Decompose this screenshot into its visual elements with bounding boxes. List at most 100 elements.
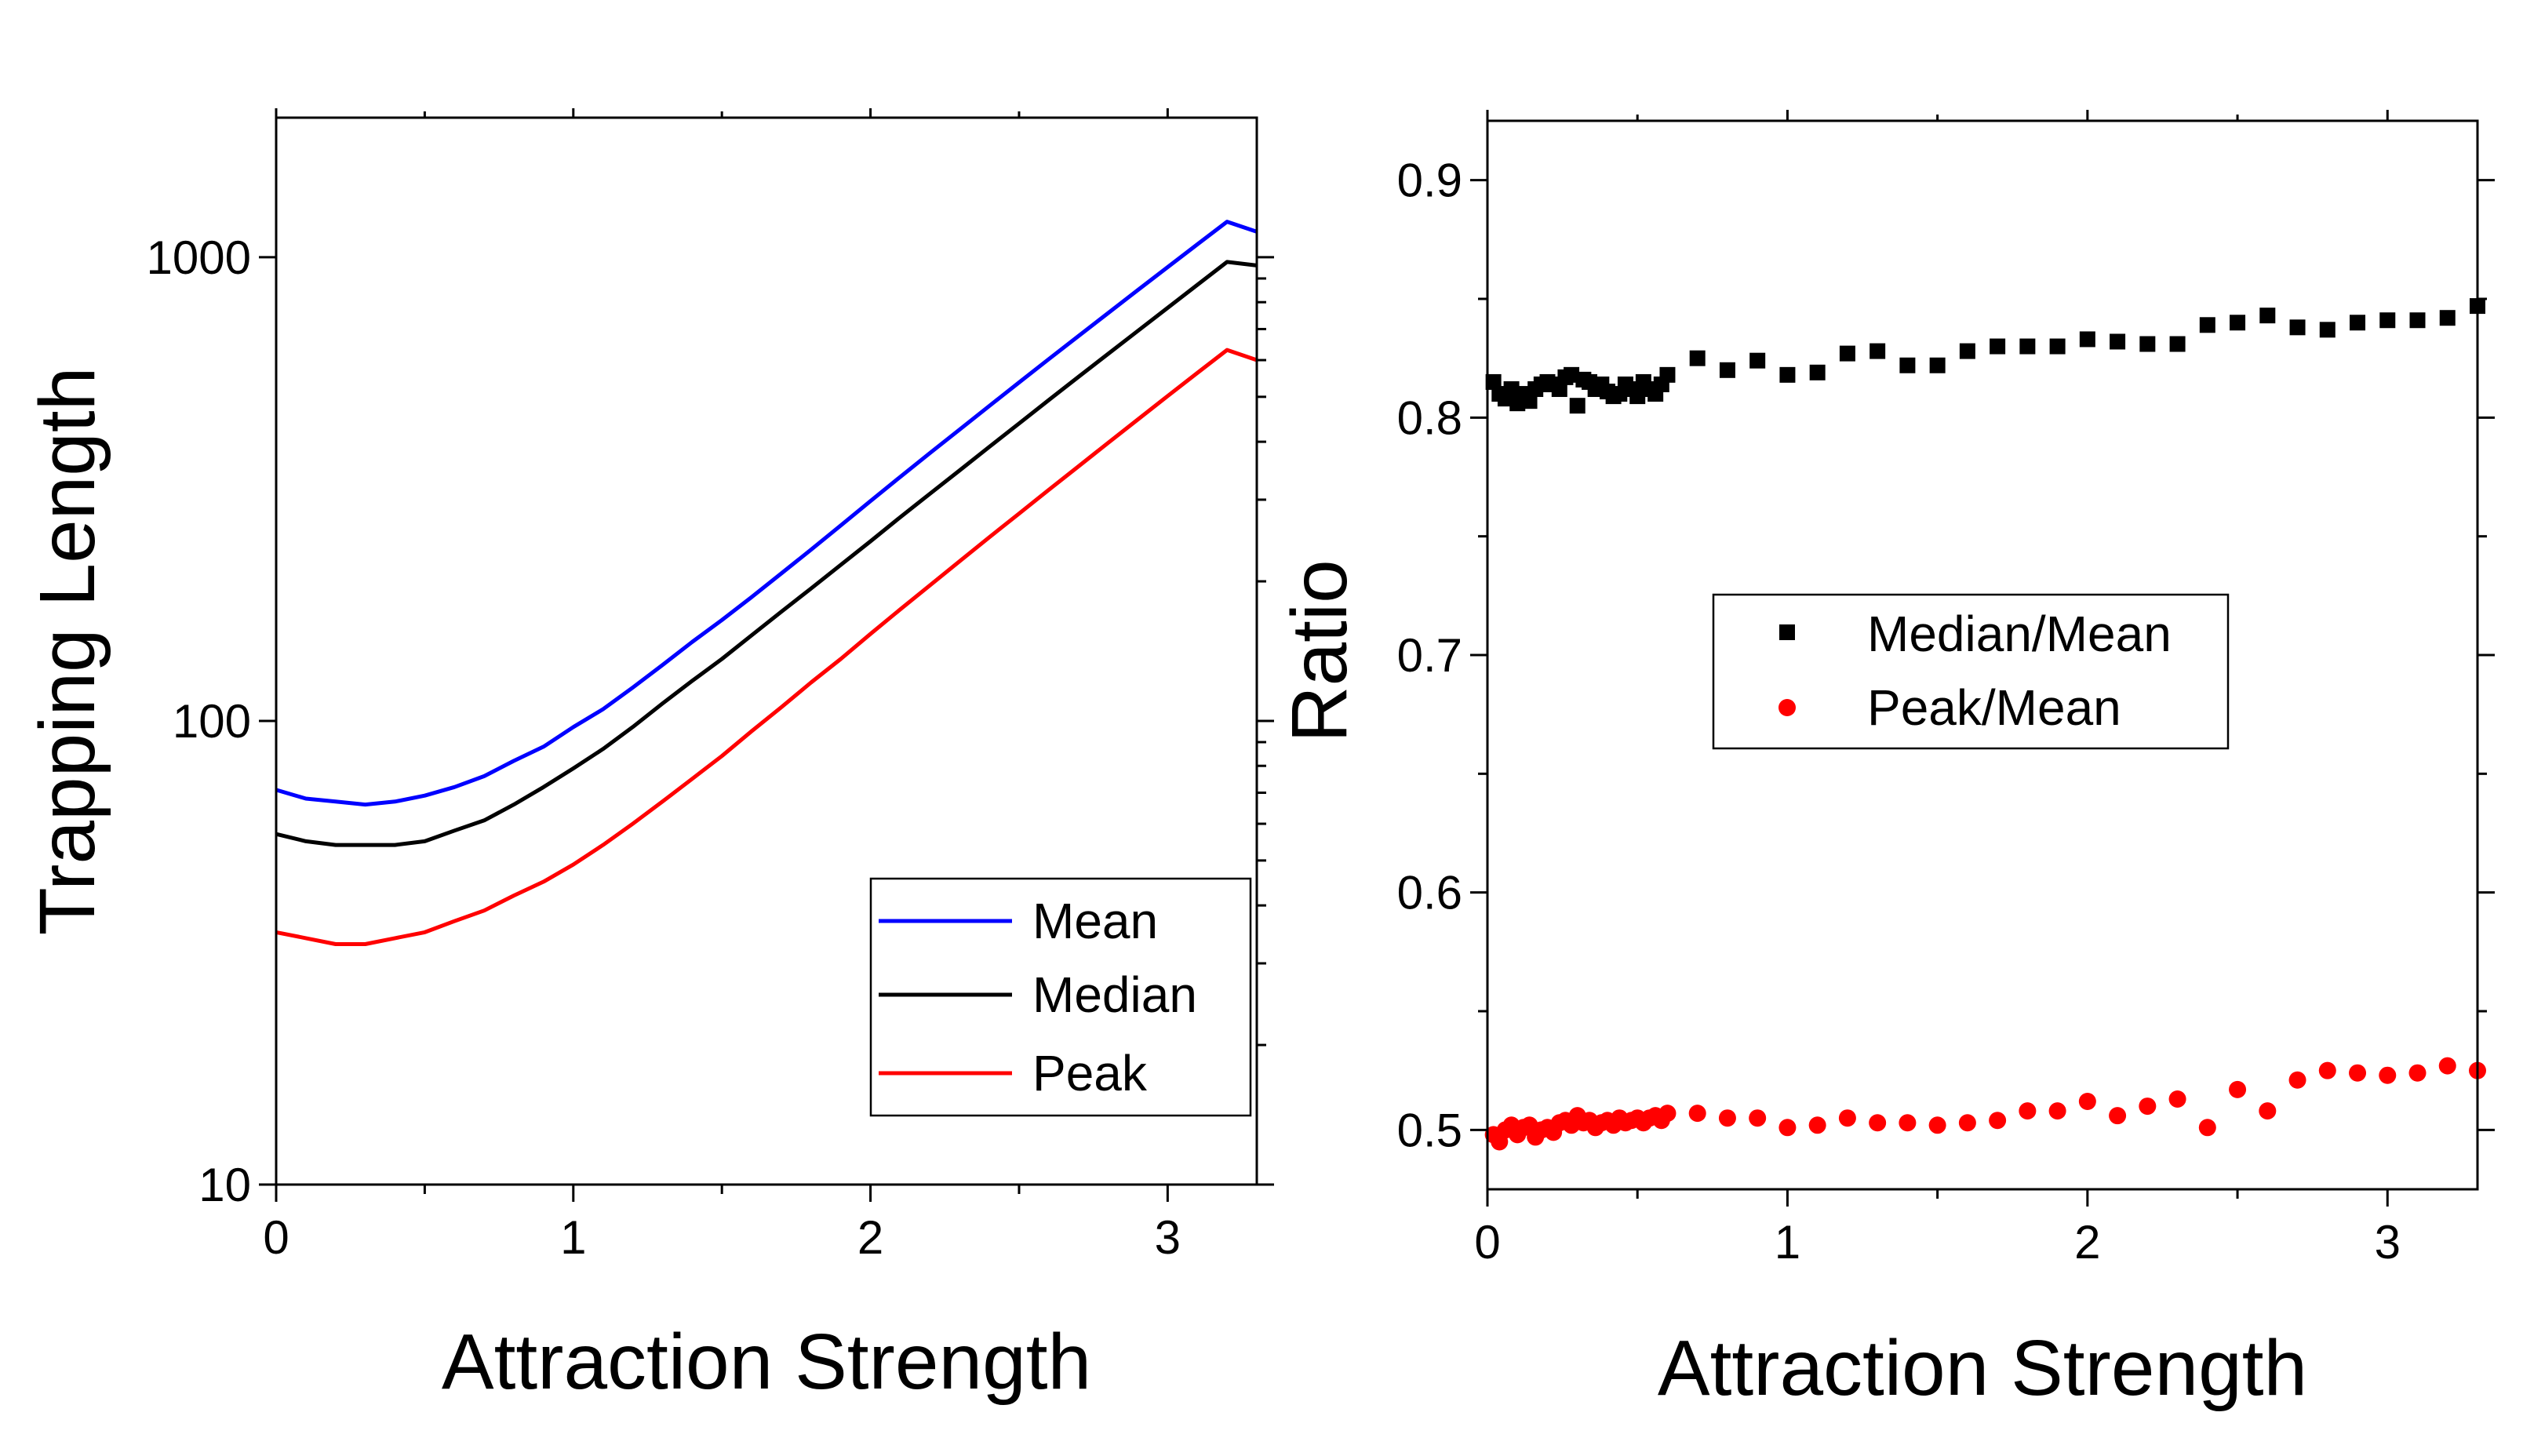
data-point [2349, 1064, 2367, 1082]
legend-box [869, 877, 1252, 1117]
legend-label-peak-mean: Peak/Mean [1867, 679, 2121, 736]
data-point [2438, 1057, 2456, 1075]
data-point [1778, 1119, 1797, 1137]
legend: Mean Median Peak [869, 877, 1252, 1117]
legend-label-mean: Mean [1032, 893, 1158, 949]
data-point [1503, 381, 1520, 398]
data-point [2379, 1066, 2397, 1084]
x-axis-title: Attraction Strength [442, 1318, 1091, 1406]
y-axis-title: Ratio [1276, 559, 1363, 742]
data-point [1808, 1116, 1826, 1134]
legend-marker-median-mean [1779, 624, 1795, 640]
data-point [1928, 1116, 1946, 1134]
data-point [2079, 331, 2095, 348]
ratio-series [1484, 298, 2486, 1151]
data-point [2229, 1080, 2247, 1098]
data-point [2109, 1107, 2127, 1125]
axis-ticks [259, 108, 1274, 1202]
data-point [1779, 366, 1796, 383]
data-point [2199, 317, 2215, 333]
axis-ticks [1470, 110, 2495, 1207]
y-tick-label: 0.6 [1397, 867, 1462, 919]
data-point [2230, 315, 2246, 331]
x-tick-label: 3 [2375, 1216, 2401, 1269]
x-tick-label: 2 [2074, 1216, 2100, 1269]
data-point [2049, 338, 2066, 355]
data-point [2048, 1102, 2066, 1120]
data-point [2019, 1102, 2037, 1120]
x-tick-label: 2 [857, 1211, 883, 1264]
data-point [1869, 1114, 1887, 1132]
data-point [1958, 1114, 1976, 1132]
series-peak-mean [1484, 1057, 2486, 1151]
data-point [1521, 393, 1538, 410]
x-axis-title: Attraction Strength [1658, 1324, 2307, 1412]
data-point [2139, 1097, 2157, 1116]
series-median-mean [1485, 298, 2485, 414]
data-point [2110, 333, 2126, 350]
data-point [1839, 345, 1855, 362]
legend: Median/Mean Peak/Mean [1712, 593, 2230, 750]
y-tick-label: 0.8 [1397, 391, 1462, 444]
ratio-chart: 0 1 2 3 0.5 0.6 0.7 0.8 0.9 Attraction Strength… [1276, 110, 2495, 1412]
data-point [2259, 1102, 2277, 1120]
series-line-median [275, 260, 1258, 847]
data-point [1809, 364, 1826, 380]
data-point [2409, 312, 2426, 329]
data-point [2319, 322, 2336, 338]
data-point [2379, 312, 2396, 329]
y-tick-label: 1000 [147, 231, 251, 284]
data-point [1838, 1109, 1856, 1127]
data-point [2288, 1071, 2306, 1089]
legend-label-median-mean: Median/Mean [1867, 606, 2172, 662]
data-point [1899, 1114, 1917, 1132]
data-point [1718, 1109, 1736, 1127]
data-point [1959, 343, 1975, 359]
data-point [1719, 362, 1735, 378]
data-point [1869, 343, 1886, 359]
data-point [1485, 373, 1502, 390]
data-point [1569, 398, 1586, 414]
data-point [1551, 381, 1567, 398]
data-point [1658, 1105, 1677, 1123]
data-point [1989, 1112, 2007, 1130]
x-tick-label: 1 [1775, 1216, 1800, 1269]
data-point [2168, 1090, 2186, 1108]
data-point [1629, 388, 1646, 405]
data-point [2078, 1093, 2096, 1111]
data-point [1749, 352, 1766, 369]
data-point [1688, 1105, 1706, 1123]
data-point [1929, 357, 1946, 373]
x-tick-labels: 0 1 2 3 [1474, 1216, 2401, 1269]
data-point [2318, 1061, 2336, 1079]
data-point [1564, 366, 1580, 383]
trapping-length-series [275, 220, 1258, 946]
x-tick-label: 0 [1474, 1216, 1500, 1269]
data-point [1659, 366, 1676, 383]
data-point [2169, 336, 2186, 352]
data-point [2139, 336, 2156, 352]
x-tick-label: 1 [560, 1211, 586, 1264]
data-point [1749, 1109, 1767, 1127]
series-line-mean [275, 220, 1258, 807]
data-point [1990, 338, 2006, 355]
data-point [2198, 1119, 2216, 1137]
plot-frame [275, 116, 1258, 1186]
x-tick-labels: 0 1 2 3 [263, 1211, 1181, 1264]
legend-box [1712, 593, 2230, 750]
y-tick-label: 100 [173, 695, 251, 748]
data-point [1689, 350, 1706, 366]
y-tick-label: 0.7 [1397, 629, 1462, 682]
y-tick-labels: 10 100 1000 [147, 231, 251, 1211]
x-tick-label: 0 [263, 1211, 289, 1264]
data-point [2289, 319, 2306, 336]
series-line-peak [275, 348, 1258, 946]
x-tick-label: 3 [1155, 1211, 1181, 1264]
data-point [2019, 338, 2036, 355]
y-tick-label: 0.9 [1397, 155, 1462, 207]
data-point [2408, 1064, 2427, 1082]
y-tick-label: 10 [198, 1159, 251, 1211]
y-axis-title: Trapping Length [24, 367, 111, 936]
data-point [1899, 357, 1916, 373]
y-tick-labels: 0.5 0.6 0.7 0.8 0.9 [1397, 155, 1462, 1157]
